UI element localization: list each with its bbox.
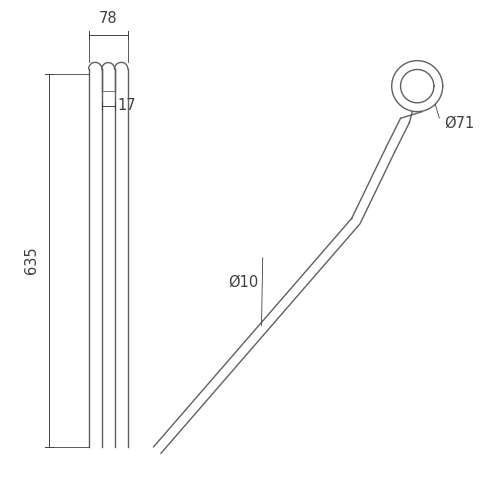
Text: Ø71: Ø71 (444, 116, 475, 130)
Text: 78: 78 (99, 11, 118, 26)
Text: 635: 635 (24, 247, 39, 274)
Text: Ø10: Ø10 (228, 275, 258, 290)
Text: 17: 17 (117, 98, 136, 113)
